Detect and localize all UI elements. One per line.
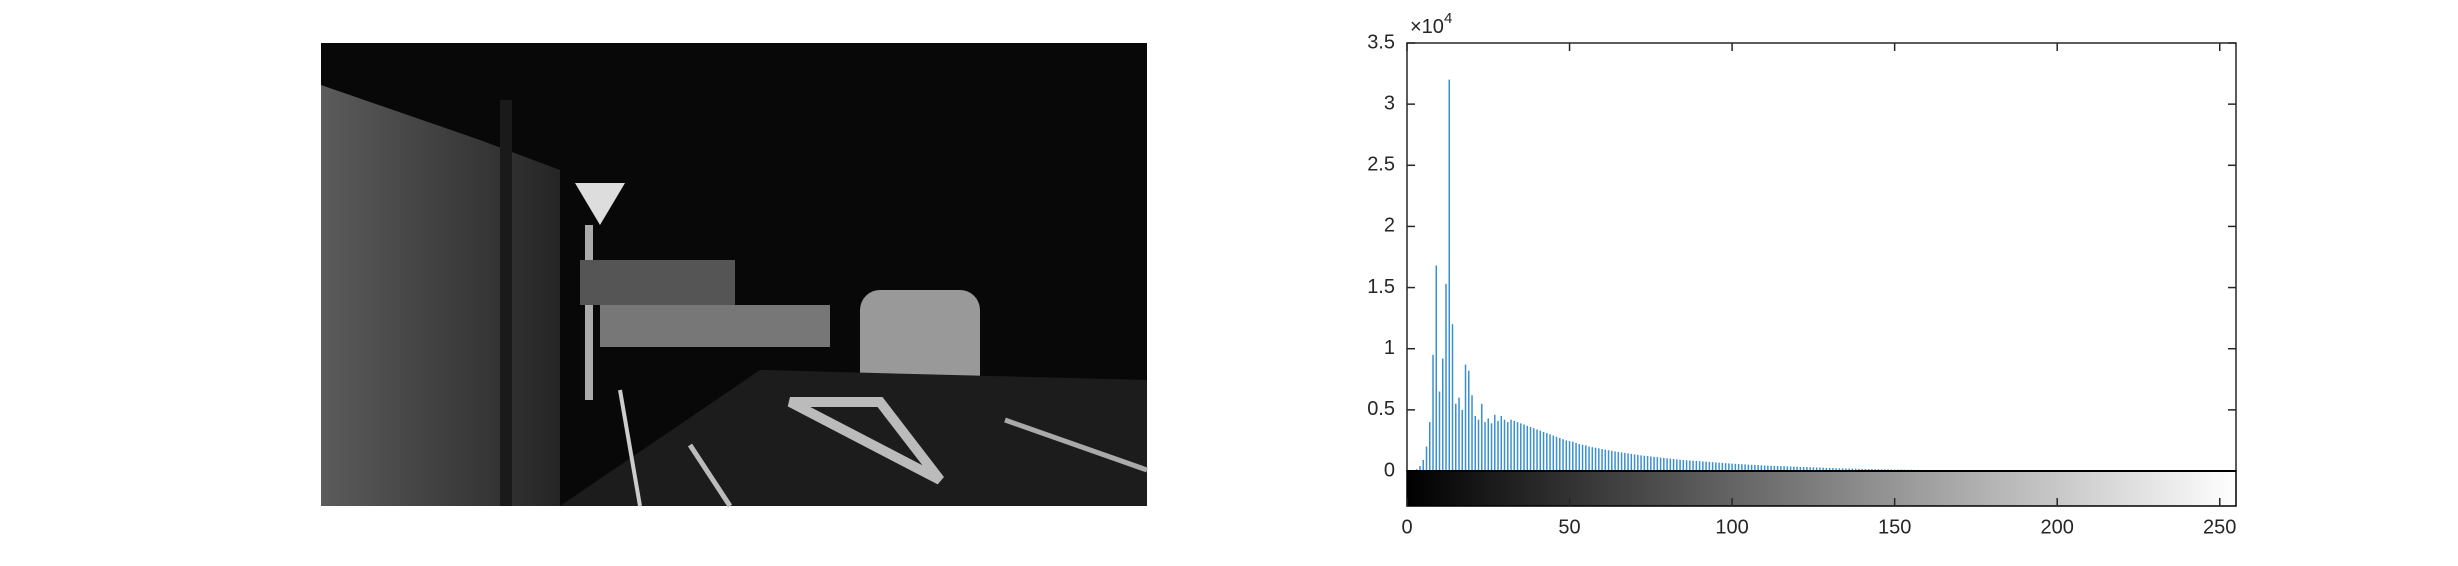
x-tick-label: 250 xyxy=(2203,516,2236,538)
x-tick-label: 0 xyxy=(1401,516,1412,538)
y-tick-label: 3.5 xyxy=(1367,31,1395,53)
y-multiplier-base: ×10 xyxy=(1410,16,1444,38)
y-tick-label: 3 xyxy=(1384,92,1395,114)
y-tick-label: 0 xyxy=(1384,459,1395,481)
x-tick-label: 200 xyxy=(2041,516,2074,538)
colorbar xyxy=(1406,470,2237,507)
x-tick-label: 100 xyxy=(1715,516,1748,538)
y-multiplier: ×104 xyxy=(1410,10,1452,38)
y-tick-label: 0.5 xyxy=(1367,398,1395,420)
y-multiplier-exponent: 4 xyxy=(1444,10,1452,27)
plot-area xyxy=(1406,42,2237,472)
histogram-axes: ×104 xyxy=(1406,10,2237,507)
y-tick-label: 2.5 xyxy=(1367,154,1395,176)
y-tick-label: 2 xyxy=(1384,215,1395,237)
photo xyxy=(321,43,1148,508)
y-tick-label: 1 xyxy=(1384,337,1395,359)
x-tick-label: 50 xyxy=(1558,516,1580,538)
x-tick-label: 150 xyxy=(1878,516,1911,538)
y-tick-label: 1.5 xyxy=(1367,276,1395,298)
